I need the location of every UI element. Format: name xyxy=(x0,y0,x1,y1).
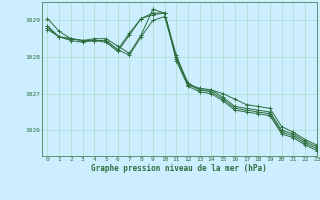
X-axis label: Graphe pression niveau de la mer (hPa): Graphe pression niveau de la mer (hPa) xyxy=(91,164,267,173)
